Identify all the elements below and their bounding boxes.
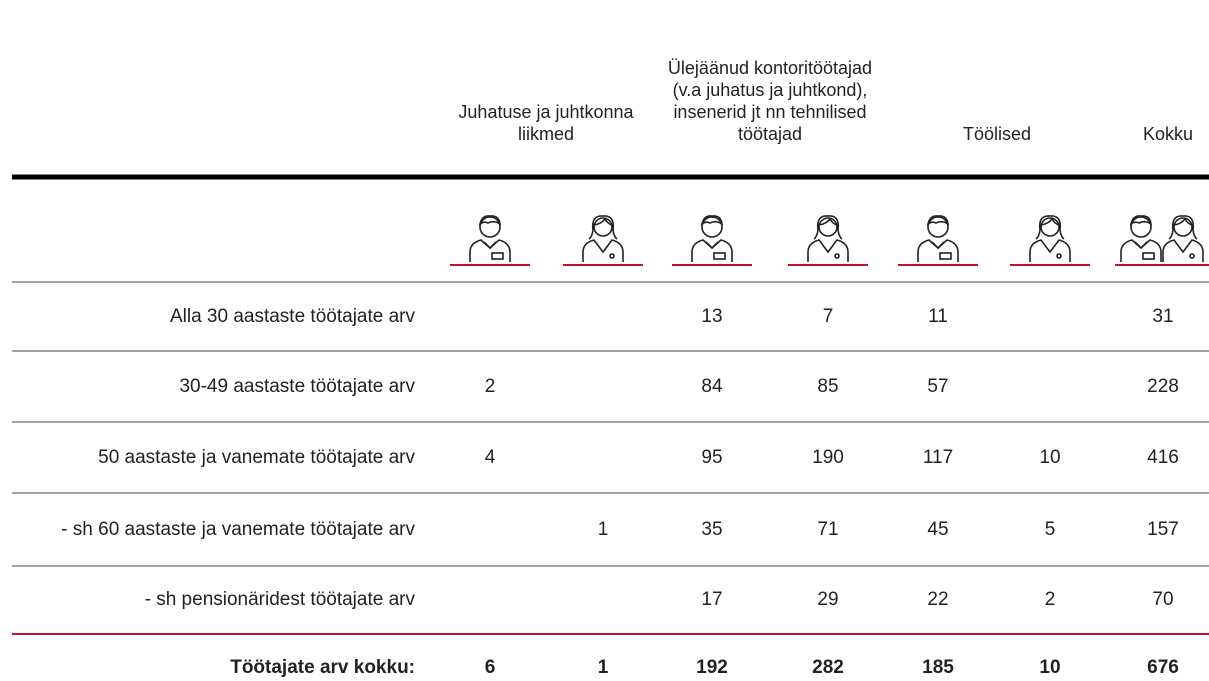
cell: 1 [597, 657, 609, 678]
cell: 35 [701, 518, 723, 540]
person-icon [691, 215, 733, 263]
cell: 2 [484, 375, 496, 397]
person-icon [1162, 215, 1204, 263]
cell: 85 [817, 375, 839, 397]
cell: 57 [927, 375, 949, 397]
cell: 185 [922, 657, 954, 678]
row-label: - sh 60 aastaste ja vanemate töötajate a… [61, 518, 415, 540]
cell: 190 [812, 446, 844, 468]
person-icon [582, 215, 624, 263]
cell: 416 [1147, 446, 1179, 468]
cell: 17 [701, 589, 723, 610]
person-icon [807, 215, 849, 263]
column-header: Juhatuse ja juhtkonna liikmed [458, 102, 634, 144]
row-label: 30-49 aastaste töötajate arv [179, 375, 415, 397]
cell: 71 [817, 518, 839, 540]
cell: 192 [696, 657, 728, 678]
column-header: Kokku [1142, 124, 1194, 144]
row-label: Töötajate arv kokku: [230, 657, 415, 678]
cell: 70 [1152, 589, 1174, 610]
cell: 7 [822, 305, 834, 327]
cell: 22 [927, 589, 949, 610]
cell: 45 [927, 518, 949, 540]
cell: 95 [701, 446, 723, 468]
cell: 1 [597, 518, 609, 540]
cell: 282 [812, 657, 844, 678]
row-label: Alla 30 aastaste töötajate arv [169, 305, 415, 327]
cell: 228 [1147, 375, 1179, 397]
cell: 13 [701, 305, 723, 327]
person-icon [1029, 215, 1071, 263]
cell: 157 [1147, 518, 1179, 540]
cell: 676 [1147, 657, 1179, 678]
person-icon [1120, 215, 1162, 263]
cell: 84 [701, 375, 723, 397]
cell: 10 [1039, 446, 1061, 468]
column-header: Ülejäänud kontoritöötajad (v.a juhatus j… [667, 58, 873, 144]
column-header: Töölised [962, 124, 1032, 144]
person-icon [469, 215, 511, 263]
cell: 117 [922, 446, 954, 468]
cell: 4 [484, 446, 496, 468]
cell: 29 [817, 589, 839, 610]
cell: 2 [1044, 589, 1056, 610]
row-label: - sh pensionäridest töötajate arv [144, 589, 415, 610]
cell: 6 [484, 657, 496, 678]
person-icon [917, 215, 959, 263]
cell: 11 [928, 305, 948, 327]
cell: 31 [1152, 305, 1174, 327]
row-label: 50 aastaste ja vanemate töötajate arv [98, 446, 415, 468]
cell: 10 [1039, 657, 1061, 678]
cell: 5 [1044, 518, 1056, 540]
